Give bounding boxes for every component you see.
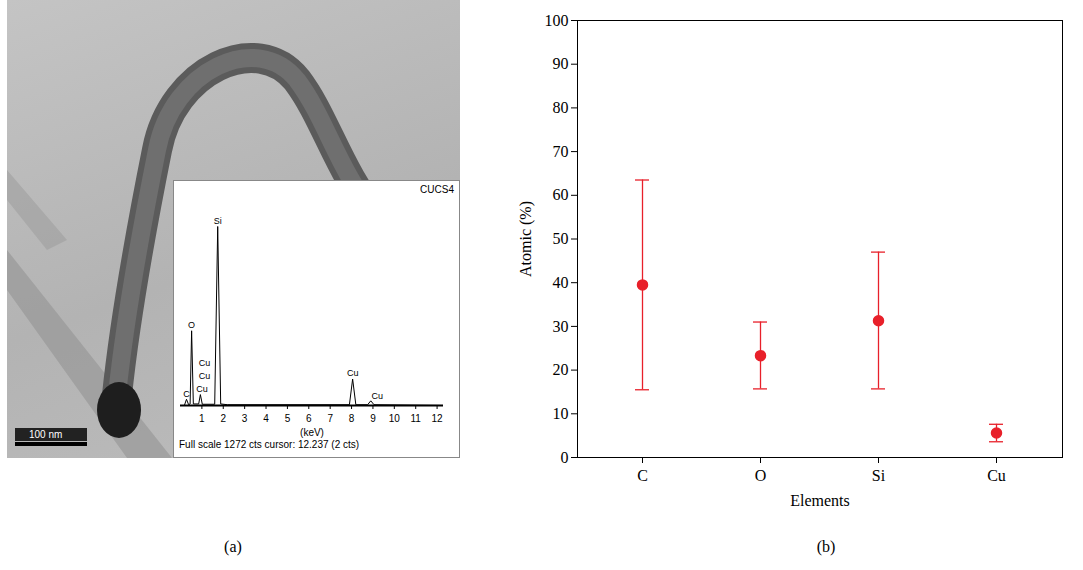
svg-text:O: O: [755, 467, 767, 484]
html-text:(b): (b): [816, 538, 836, 555]
svg-text:3: 3: [242, 413, 248, 424]
svg-text:O: O: [188, 320, 195, 330]
svg-text:11: 11: [411, 413, 422, 424]
svg-text:Cu: Cu: [371, 391, 383, 401]
html-text:100 nm: 100 nm: [29, 429, 63, 440]
svg-text:8: 8: [349, 413, 355, 424]
svg-text:(keV): (keV): [300, 427, 324, 438]
svg-text:Elements: Elements: [790, 492, 850, 509]
svg-text:40: 40: [553, 274, 569, 291]
svg-text:2: 2: [220, 413, 226, 424]
svg-text:10: 10: [389, 413, 401, 424]
svg-text:100: 100: [545, 12, 569, 29]
svg-text:9: 9: [370, 413, 376, 424]
svg-text:Cu: Cu: [987, 467, 1006, 484]
svg-text:Si: Si: [214, 216, 222, 226]
html-text:CUCS4: CUCS4: [420, 184, 454, 195]
svg-text:7: 7: [327, 413, 333, 424]
svg-text:70: 70: [553, 143, 569, 160]
svg-text:C: C: [637, 467, 648, 484]
svg-text:Atomic (%): Atomic (%): [517, 201, 535, 277]
svg-text:5: 5: [285, 413, 291, 424]
svg-text:Si: Si: [872, 467, 886, 484]
svg-text:Cu: Cu: [347, 368, 359, 378]
svg-text:4: 4: [263, 413, 269, 424]
html-text:(a): (a): [224, 538, 242, 555]
html-text:Full scale 1272 cts cursor: 12: Full scale 1272 cts cursor: 12.237 (2 ct…: [179, 439, 360, 450]
svg-text:1: 1: [199, 413, 205, 424]
svg-text:80: 80: [553, 99, 569, 116]
svg-text:60: 60: [553, 186, 569, 203]
svg-text:50: 50: [553, 230, 569, 247]
svg-text:12: 12: [432, 413, 444, 424]
svg-text:20: 20: [553, 361, 569, 378]
svg-text:10: 10: [553, 405, 569, 422]
svg-text:C: C: [183, 389, 190, 399]
svg-text:Cu: Cu: [199, 371, 211, 381]
svg-text:6: 6: [306, 413, 312, 424]
svg-text:30: 30: [553, 318, 569, 335]
svg-text:Cu: Cu: [196, 384, 208, 394]
svg-text:0: 0: [561, 449, 569, 466]
svg-text:Cu: Cu: [199, 358, 211, 368]
svg-text:90: 90: [553, 55, 569, 72]
